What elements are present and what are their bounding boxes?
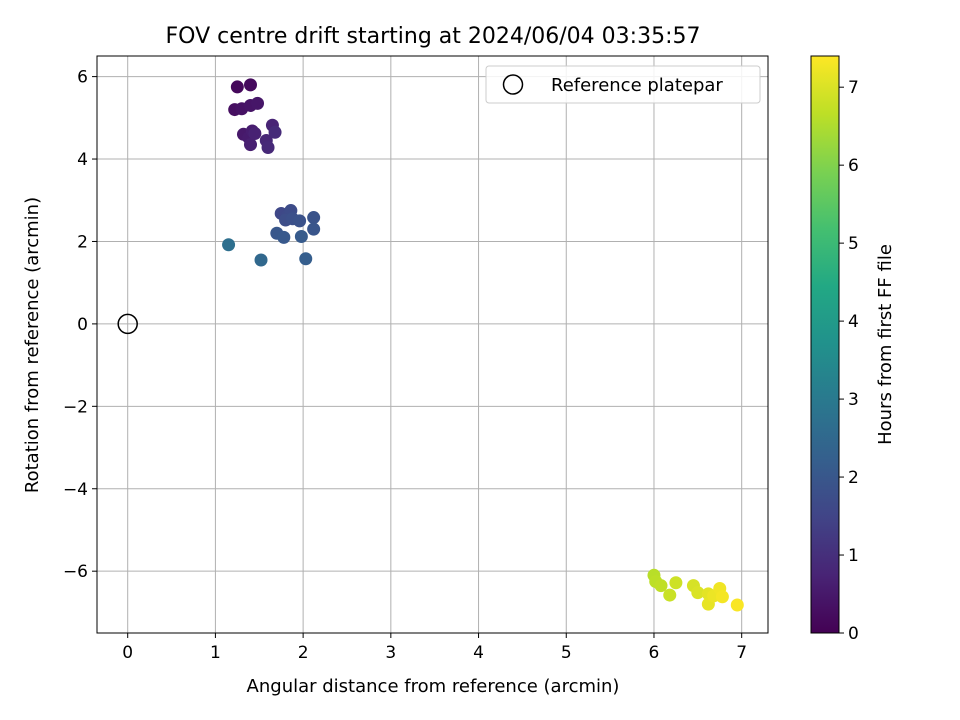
x-tick-label: 4 [473, 643, 484, 663]
colorbar-ticks: 0 1 2 3 4 5 6 7 [839, 78, 859, 644]
colorbar-tick-label: 1 [848, 546, 859, 566]
x-tick-label: 7 [736, 643, 747, 663]
data-point [654, 579, 668, 593]
colorbar: 0 1 2 3 4 5 6 7 Hours from first FF file [810, 55, 896, 644]
y-tick-label: −2 [63, 397, 88, 417]
data-point [293, 214, 307, 228]
y-tick-label: 0 [77, 315, 88, 335]
data-point [277, 230, 291, 244]
data-point [307, 211, 321, 225]
reference-platepar-marker [117, 313, 138, 335]
data-point [243, 78, 257, 92]
colorbar-tick-label: 7 [848, 78, 859, 98]
data-points [222, 78, 744, 612]
data-point [299, 252, 313, 266]
x-tick-label: 5 [561, 643, 572, 663]
reference-layer [117, 313, 138, 335]
plot-frame [96, 55, 769, 634]
y-tick-label: 2 [77, 232, 88, 252]
x-tick-label: 2 [298, 643, 309, 663]
data-point [251, 96, 265, 110]
data-point [730, 598, 744, 612]
data-point [254, 253, 268, 267]
legend-marker-reference [502, 74, 524, 95]
y-tick-label: −6 [63, 562, 88, 582]
x-tick-label: 6 [649, 643, 660, 663]
colorbar-tick-label: 4 [848, 312, 859, 332]
colorbar-tick-label: 6 [848, 156, 859, 176]
data-point [268, 125, 282, 139]
data-point [669, 576, 683, 590]
data-point [663, 588, 677, 602]
axis-ticks: 0 1 2 3 4 5 6 7 −6 −4 −2 0 2 4 6 [63, 68, 747, 663]
colorbar-tick-label: 0 [848, 624, 859, 644]
data-point [294, 230, 308, 244]
x-tick-label: 3 [385, 643, 396, 663]
x-tick-label: 1 [210, 643, 221, 663]
data-point [691, 586, 705, 600]
data-point [243, 138, 257, 152]
data-point [715, 590, 729, 604]
y-tick-label: −4 [63, 480, 88, 500]
colorbar-frame [810, 55, 840, 634]
data-point [230, 80, 244, 94]
colorbar-label: Hours from first FF file [875, 244, 896, 445]
grid-lines [97, 56, 768, 633]
legend: Reference platepar [485, 65, 761, 104]
legend-label-reference: Reference platepar [551, 75, 723, 96]
data-point [261, 140, 275, 154]
legend-box [485, 65, 761, 104]
colorbar-tick-label: 5 [848, 234, 859, 254]
colorbar-tick-label: 3 [848, 390, 859, 410]
chart-title: FOV centre drift starting at 2024/06/04 … [166, 24, 701, 49]
y-tick-label: 6 [77, 68, 88, 88]
data-point [222, 238, 236, 252]
colorbar-gradient [811, 56, 839, 633]
x-tick-label: 0 [122, 643, 133, 663]
x-axis-label: Angular distance from reference (arcmin) [247, 676, 620, 697]
data-point [307, 222, 321, 236]
colorbar-tick-label: 2 [848, 468, 859, 488]
y-tick-label: 4 [77, 150, 88, 170]
y-axis-label: Rotation from reference (arcmin) [22, 197, 43, 493]
data-point [248, 126, 262, 140]
